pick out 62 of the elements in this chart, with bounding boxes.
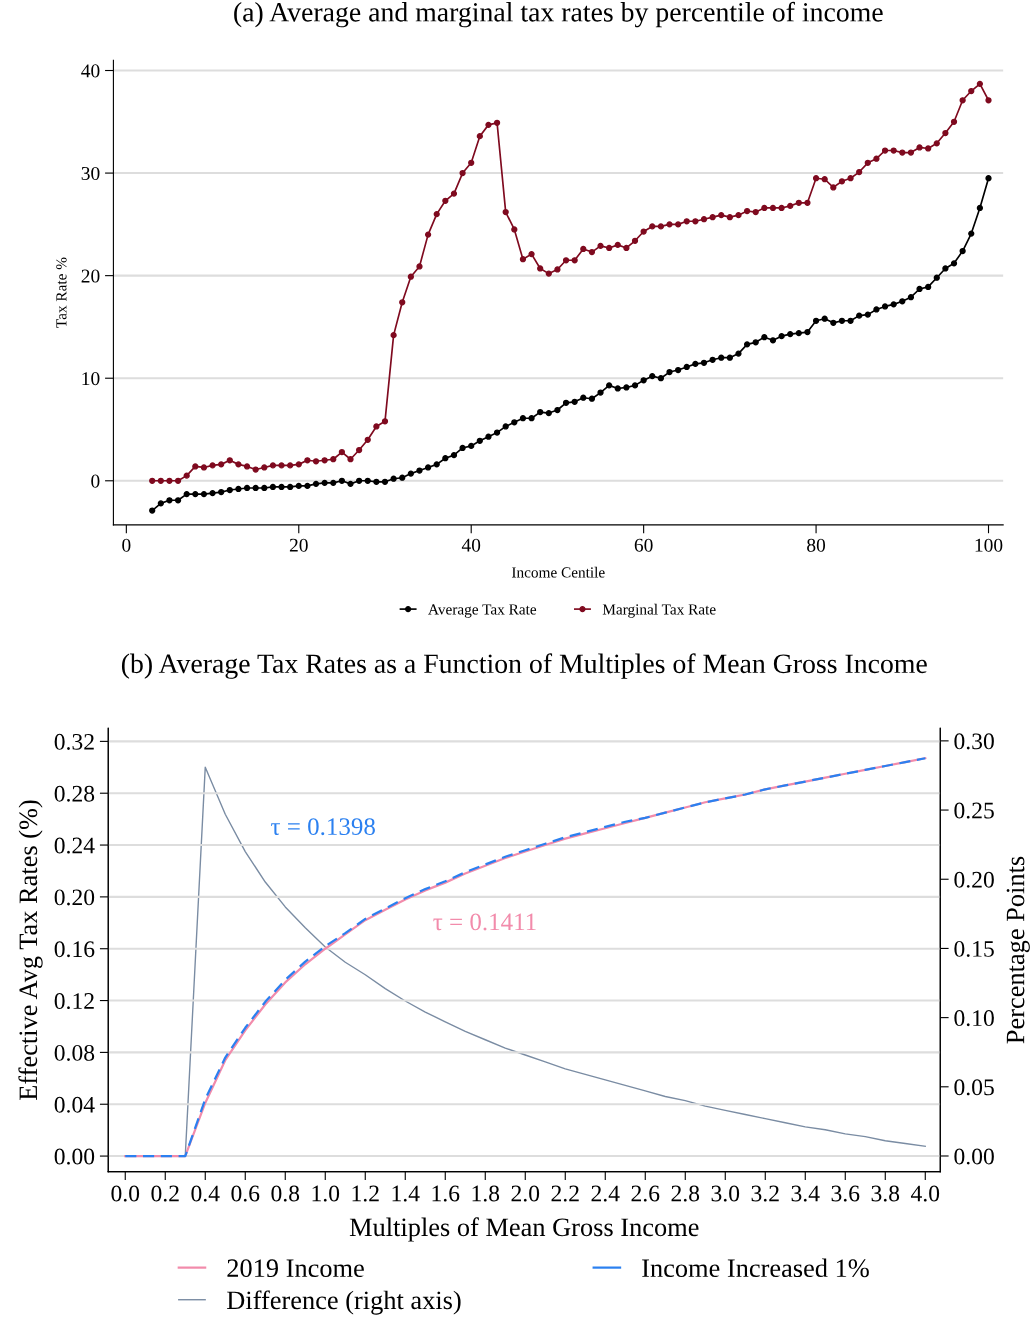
y-tick-label: 0.24 [54, 837, 95, 854]
y-tick-label: 0.28 [54, 785, 95, 802]
y-tick-label: 30 [81, 166, 100, 181]
x-tick-label: 40 [461, 538, 481, 552]
x-axis-title: Income Centile [511, 566, 605, 578]
x-tick-label: 3.0 [711, 1185, 740, 1202]
x-tick-label: 3.6 [831, 1185, 860, 1202]
y-tick-label: 40 [81, 64, 100, 78]
y-axis-title: Effective Avg Tax Rates (%) [18, 800, 43, 1101]
x-tick-label: 0.6 [231, 1185, 260, 1202]
legend-label: Difference (right axis) [227, 1290, 461, 1315]
y2-tick-label: 0.10 [954, 1010, 994, 1027]
x-tick-label: 100 [975, 538, 1003, 552]
x-tick-label: 80 [807, 538, 826, 552]
y2-tick-label: 0.00 [954, 1148, 994, 1165]
x-tick-label: 0.0 [111, 1185, 140, 1202]
x-tick-label: 60 [634, 538, 653, 552]
legend-label: Average Tax Rate [428, 604, 537, 618]
x-tick-label: 2.4 [591, 1185, 620, 1202]
y-tick-label: 0.00 [54, 1148, 95, 1165]
x-tick-label: 1.4 [392, 1185, 420, 1202]
x-tick-label: 0.8 [271, 1185, 300, 1202]
x-tick-label: 3.2 [751, 1185, 779, 1202]
y-tick-label: 0.08 [54, 1044, 95, 1061]
x-tick-label: 0 [122, 538, 131, 552]
x-tick-label: 4.0 [910, 1185, 940, 1202]
annotation: τ = 0.1411 [433, 913, 536, 931]
y-tick-label: 10 [82, 372, 100, 386]
y-tick-label: 0 [91, 474, 100, 488]
x-tick-label: 2.2 [551, 1185, 579, 1202]
y2-tick-label: 0.20 [954, 871, 994, 888]
x-tick-label: 3.8 [871, 1185, 900, 1202]
y-tick-label: 0.16 [54, 941, 95, 958]
x-axis-title: Multiples of Mean Gross Income [349, 1217, 699, 1242]
y-tick-label: 20 [81, 269, 100, 283]
y-axis-title: Tax Rate % [56, 257, 67, 328]
x-tick-label: 2.6 [631, 1185, 660, 1202]
chart-title: (a) Average and marginal tax rates by percentile of income [234, 1, 883, 28]
y2-tick-label: 0.25 [954, 802, 994, 819]
legend-label: 2019 Income [227, 1259, 364, 1278]
x-tick-label: 2.0 [511, 1185, 540, 1202]
x-tick-label: 20 [289, 538, 308, 552]
x-tick-label: 2.8 [671, 1185, 700, 1202]
x-tick-label: 3.4 [791, 1185, 820, 1202]
y2-axis-title: Percentage Points [1006, 856, 1030, 1044]
y-tick-label: 0.20 [54, 889, 95, 906]
x-tick-label: 0.4 [191, 1185, 220, 1202]
legend-label: Income Increased 1% [642, 1258, 869, 1278]
y-tick-label: 0.32 [54, 733, 94, 750]
x-tick-label: 1.6 [432, 1185, 460, 1202]
y2-tick-label: 0.05 [954, 1079, 994, 1096]
y2-tick-label: 0.15 [954, 940, 994, 957]
x-tick-label: 0.2 [151, 1185, 179, 1202]
x-tick-label: 1.8 [472, 1185, 500, 1202]
y-tick-label: 0.04 [54, 1096, 95, 1113]
x-tick-label: 1.2 [352, 1185, 379, 1202]
annotation: τ = 0.1398 [271, 818, 375, 836]
legend-label: Marginal Tax Rate [602, 603, 716, 618]
x-tick-label: 1.0 [312, 1185, 340, 1202]
y-tick-label: 0.12 [54, 993, 94, 1010]
y2-tick-label: 0.30 [954, 733, 994, 750]
chart-title: (b) Average Tax Rates as a Function of Multiples of Mean Gross Income [121, 653, 927, 679]
